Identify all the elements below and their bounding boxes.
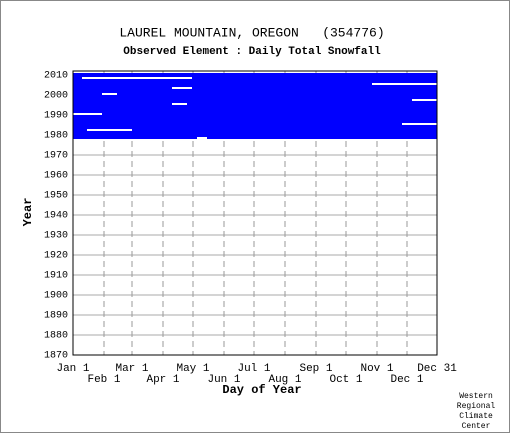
footer-text: Center bbox=[462, 422, 491, 431]
missing-period bbox=[197, 137, 207, 139]
y-tick-label: 1950 bbox=[44, 191, 68, 202]
y-tick-label: 1940 bbox=[44, 211, 68, 222]
y-tick-label: 2010 bbox=[44, 71, 68, 82]
x-tick-label: Apr 1 bbox=[146, 374, 179, 386]
missing-period bbox=[73, 113, 102, 115]
y-tick-label: 1980 bbox=[44, 131, 68, 142]
footer-text: Climate bbox=[459, 412, 493, 421]
chart-subtitle: Observed Element : Daily Total Snowfall bbox=[123, 46, 381, 58]
missing-period bbox=[172, 87, 192, 89]
footer-text: Western bbox=[459, 392, 493, 401]
x-tick-label: Mar 1 bbox=[115, 363, 148, 375]
y-tick-label: 1920 bbox=[44, 251, 68, 262]
x-axis-label: Day of Year bbox=[222, 383, 301, 397]
plot-border bbox=[72, 70, 438, 356]
y-tick-label: 1970 bbox=[44, 151, 68, 162]
missing-period bbox=[412, 99, 437, 101]
footer-text: Regional bbox=[457, 402, 496, 411]
x-tick-label: May 1 bbox=[176, 363, 209, 375]
y-tick-label: 1870 bbox=[44, 351, 68, 362]
y-tick-label: 1890 bbox=[44, 311, 68, 322]
y-tick-label: 2000 bbox=[44, 91, 68, 102]
missing-period bbox=[372, 83, 437, 85]
chart-title: LAUREL MOUNTAIN, OREGON (354776) bbox=[119, 25, 384, 40]
y-tick-label: 1910 bbox=[44, 271, 68, 282]
missing-period bbox=[82, 77, 192, 79]
x-tick-label: Feb 1 bbox=[87, 374, 120, 386]
y-tick-label: 1900 bbox=[44, 291, 68, 302]
x-tick-label: Nov 1 bbox=[360, 363, 393, 375]
missing-period bbox=[87, 129, 132, 131]
y-tick-label: 1960 bbox=[44, 171, 68, 182]
x-tick-label: Aug 1 bbox=[268, 374, 301, 386]
x-tick-label: Oct 1 bbox=[329, 374, 362, 386]
missing-period bbox=[102, 93, 117, 95]
y-tick-label: 1880 bbox=[44, 331, 68, 342]
y-tick-label: 1930 bbox=[44, 231, 68, 242]
x-tick-label: Dec 31 bbox=[417, 363, 457, 375]
x-tick-label: Sep 1 bbox=[299, 363, 332, 375]
x-tick-label: Jun 1 bbox=[207, 374, 240, 386]
x-tick-label: Jan 1 bbox=[56, 363, 89, 375]
x-tick-label: Jul 1 bbox=[237, 363, 270, 375]
missing-period bbox=[172, 103, 187, 105]
x-tick-label: Dec 1 bbox=[390, 374, 423, 386]
missing-period bbox=[402, 123, 437, 125]
y-axis-label: Year bbox=[21, 198, 35, 227]
y-tick-label: 1990 bbox=[44, 111, 68, 122]
